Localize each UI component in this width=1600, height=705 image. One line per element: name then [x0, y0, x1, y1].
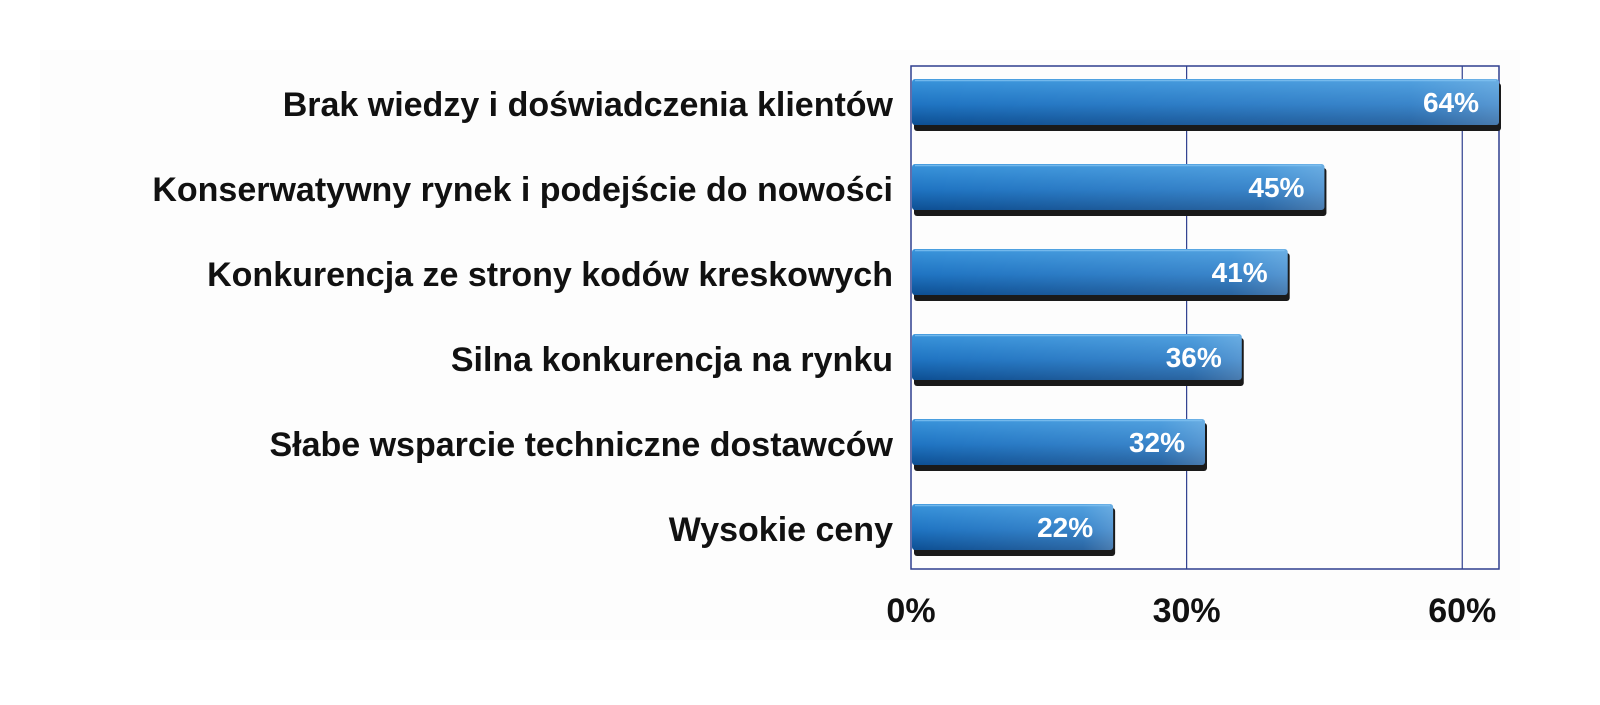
bar-shine-3: [912, 334, 1242, 380]
plot-frame: [910, 65, 1500, 570]
bar-shine-4: [912, 419, 1205, 465]
grid-layer: [910, 65, 1500, 570]
bar-shine-5: [912, 504, 1114, 550]
x-tick-label-2: 60%: [1428, 592, 1496, 630]
data-label-4: 32%: [1129, 427, 1185, 458]
category-label-5: Wysokie ceny: [669, 511, 893, 549]
category-label-2: Konkurencja ze strony kodów kreskowych: [207, 256, 893, 294]
data-label-0: 64%: [1423, 87, 1479, 118]
bar-shine-0: [912, 79, 1499, 125]
data-label-5: 22%: [1037, 512, 1093, 543]
bars-layer: 64% 45% 41% 36% 32% 22%: [912, 79, 1501, 556]
bar-shine-2: [912, 249, 1288, 295]
category-label-3: Silna konkurencja na rynku: [451, 341, 893, 379]
x-axis-tick-labels: 0% 30% 60%: [886, 592, 1496, 630]
category-label-0: Brak wiedzy i doświadczenia klientów: [283, 86, 894, 124]
bar-shine-1: [912, 164, 1325, 210]
data-label-1: 45%: [1248, 172, 1304, 203]
x-tick-label-0: 0%: [886, 592, 935, 630]
data-label-3: 36%: [1166, 342, 1222, 373]
category-label-4: Słabe wsparcie techniczne dostawców: [269, 426, 893, 464]
category-labels: Brak wiedzy i doświadczenia klientów Kons…: [152, 86, 893, 549]
data-label-2: 41%: [1212, 257, 1268, 288]
category-label-1: Konserwatywny rynek i podejście do nowoś…: [152, 171, 893, 209]
x-tick-label-1: 30%: [1153, 592, 1221, 630]
